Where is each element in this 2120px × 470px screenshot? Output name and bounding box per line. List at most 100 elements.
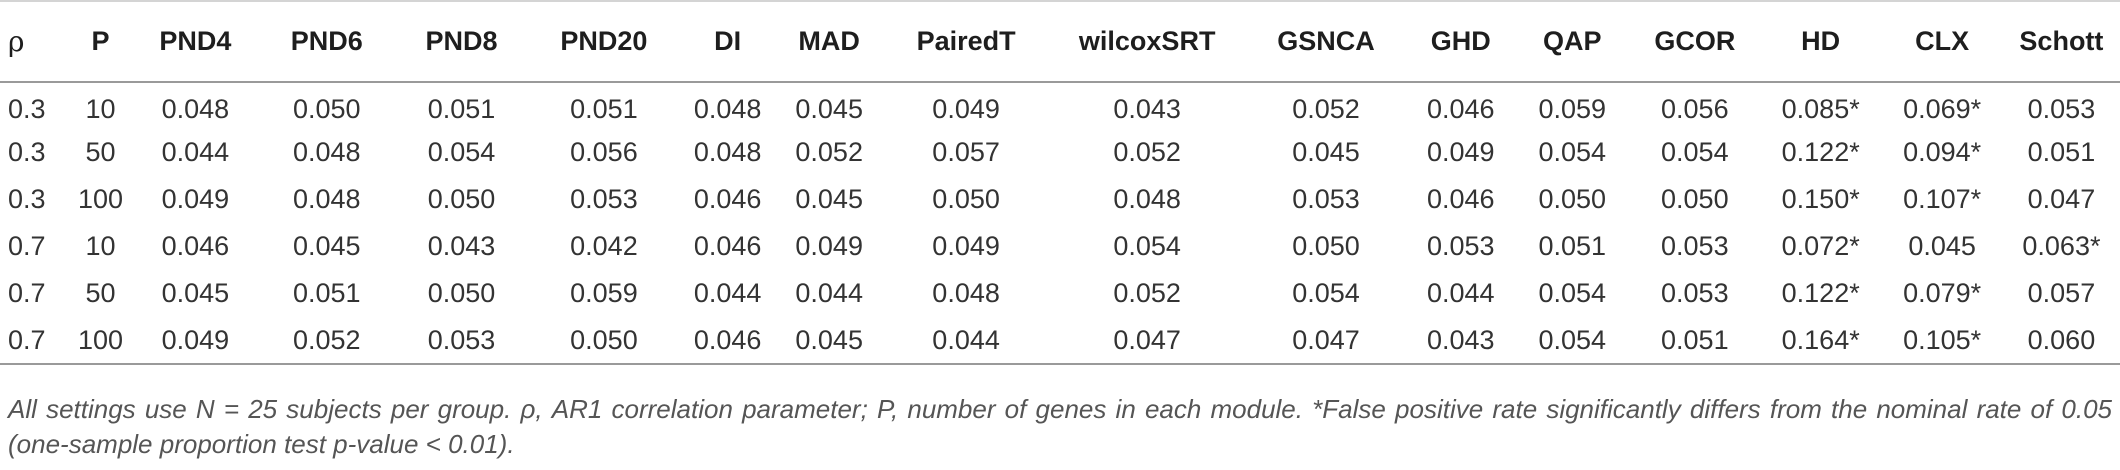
rate-cell: 0.047 xyxy=(2027,184,2096,214)
rate-cell: 0.150* xyxy=(1781,184,1860,214)
rate-cell: 0.107* xyxy=(1903,184,1982,214)
table-row: 0.7 100 0.049 0.052 0.053 0.050 0.046 0.045 0.04… xyxy=(0,317,2120,365)
rate-cell: 0.048 xyxy=(293,137,361,167)
rate-cell: 0.046 xyxy=(693,184,762,214)
rate-cell: 0.045 xyxy=(1908,231,1976,261)
table-footnote: All settings use N = 25 subjects per gro… xyxy=(8,392,2112,462)
column-header: GCOR xyxy=(1629,0,1760,83)
rate-cell: 0.063* xyxy=(2022,231,2101,261)
rate-cell: 0.059 xyxy=(570,278,638,308)
column-header: CLX xyxy=(1881,0,2003,83)
rate-cell: 0.094* xyxy=(1903,137,1982,167)
rate-cell: 0.045 xyxy=(795,93,863,124)
rate-cell: 0.051 xyxy=(1538,231,1607,261)
rho-cell: 0.3 xyxy=(8,93,46,124)
rate-cell: 0.045 xyxy=(161,278,230,308)
column-header: PND4 xyxy=(132,0,259,83)
rho-cell: 0.3 xyxy=(8,137,46,167)
rate-cell: 0.122* xyxy=(1781,278,1860,308)
rate-cell: 0.069* xyxy=(1903,93,1982,124)
rate-cell: 0.052 xyxy=(795,137,863,167)
rate-cell: 0.079* xyxy=(1903,278,1982,308)
rate-cell: 0.164* xyxy=(1759,317,1882,365)
rate-cell: 0.044 xyxy=(883,317,1049,365)
rate-cell: 0.047 xyxy=(1048,317,1246,365)
rate-cell: 0.051 xyxy=(293,278,361,308)
column-header: DI xyxy=(680,0,776,83)
rate-cell: 0.045 xyxy=(1292,137,1360,167)
table-row: 0.3 10 0.048 0.050 0.051 0.051 0.048 0.045 0.049… xyxy=(0,82,2120,129)
table-header: ρ P PND4 PND6 PND8 PND20 DI MAD PairedT wilcoxSRT… xyxy=(0,0,2120,83)
table-row: 0.3 100 0.049 0.048 0.050 0.053 0.046 0.045 0.05… xyxy=(0,176,2120,223)
rate-cell: 0.105* xyxy=(1881,317,2003,365)
rate-cell: 0.044 xyxy=(795,278,863,308)
rate-cell: 0.052 xyxy=(258,317,396,365)
rate-cell: 0.050 xyxy=(527,317,681,365)
rate-cell: 0.060 xyxy=(2002,317,2120,365)
rate-cell: 0.044 xyxy=(161,137,230,167)
rate-cell: 0.050 xyxy=(1538,184,1607,214)
rate-cell: 0.059 xyxy=(1538,93,1607,124)
rate-cell: 0.050 xyxy=(1661,184,1729,214)
column-header: PND6 xyxy=(258,0,396,83)
rate-cell: 0.056 xyxy=(570,137,638,167)
table-row: 0.3 50 0.044 0.048 0.054 0.056 0.048 0.052 0.057… xyxy=(0,129,2120,176)
rate-cell: 0.052 xyxy=(1113,278,1181,308)
rate-cell: 0.043 xyxy=(427,231,496,261)
rate-cell: 0.053 xyxy=(1426,231,1495,261)
rate-cell: 0.046 xyxy=(680,317,776,365)
column-header: P xyxy=(68,0,133,83)
rate-cell: 0.085* xyxy=(1781,93,1860,124)
module-size-cell: 100 xyxy=(68,317,133,365)
rate-cell: 0.049 xyxy=(161,184,230,214)
rate-cell: 0.044 xyxy=(1426,278,1495,308)
rate-cell: 0.045 xyxy=(775,317,884,365)
rate-cell: 0.051 xyxy=(427,93,496,124)
rate-cell: 0.042 xyxy=(570,231,638,261)
rate-cell: 0.054 xyxy=(1538,137,1607,167)
column-header: Schott xyxy=(2002,0,2120,83)
column-header: PairedT xyxy=(883,0,1049,83)
rate-cell: 0.047 xyxy=(1245,317,1407,365)
rate-cell: 0.044 xyxy=(693,278,762,308)
column-header: QAP xyxy=(1514,0,1630,83)
rate-cell: 0.057 xyxy=(2027,278,2096,308)
rate-cell: 0.049 xyxy=(795,231,863,261)
rate-cell: 0.052 xyxy=(1113,137,1181,167)
rate-cell: 0.052 xyxy=(1292,93,1360,124)
rate-cell: 0.054 xyxy=(1113,231,1181,261)
rate-cell: 0.053 xyxy=(1661,231,1729,261)
table-row: 0.7 50 0.045 0.051 0.050 0.059 0.044 0.044 0.048… xyxy=(0,270,2120,317)
rate-cell: 0.049 xyxy=(1426,137,1495,167)
rate-cell: 0.048 xyxy=(293,184,361,214)
rate-cell: 0.051 xyxy=(570,93,638,124)
rate-cell: 0.051 xyxy=(1629,317,1760,365)
rate-cell: 0.045 xyxy=(293,231,361,261)
results-table-container: ρ P PND4 PND6 PND8 PND20 DI MAD PairedT wilcoxSRT… xyxy=(0,0,2120,365)
table-body: 0.3 10 0.048 0.050 0.051 0.051 0.048 0.045 0.049… xyxy=(0,82,2120,365)
module-size-cell: 50 xyxy=(85,137,116,167)
rate-cell: 0.043 xyxy=(1406,317,1515,365)
rate-cell: 0.054 xyxy=(427,137,496,167)
rate-cell: 0.054 xyxy=(1292,278,1360,308)
rate-cell: 0.053 xyxy=(1661,278,1729,308)
rate-cell: 0.048 xyxy=(161,93,230,124)
column-header: ρ xyxy=(0,0,69,83)
column-header: MAD xyxy=(775,0,884,83)
module-size-cell: 100 xyxy=(77,184,123,214)
column-header: wilcoxSRT xyxy=(1048,0,1246,83)
rho-cell: 0.3 xyxy=(8,184,46,214)
rate-cell: 0.048 xyxy=(693,137,762,167)
rate-cell: 0.046 xyxy=(1426,184,1495,214)
rate-cell: 0.048 xyxy=(1113,184,1181,214)
rate-cell: 0.057 xyxy=(932,137,1000,167)
rate-cell: 0.054 xyxy=(1514,317,1630,365)
footnote-line-1: All settings use N = 25 subjects per gro… xyxy=(8,394,1968,424)
column-header: PND8 xyxy=(395,0,528,83)
rate-cell: 0.053 xyxy=(395,317,528,365)
rate-cell: 0.072* xyxy=(1781,231,1860,261)
header-row: ρ P PND4 PND6 PND8 PND20 DI MAD PairedT wilcoxSRT… xyxy=(0,0,2120,83)
rate-cell: 0.053 xyxy=(2027,93,2096,124)
column-header: GSNCA xyxy=(1245,0,1407,83)
rate-cell: 0.046 xyxy=(1426,93,1495,124)
